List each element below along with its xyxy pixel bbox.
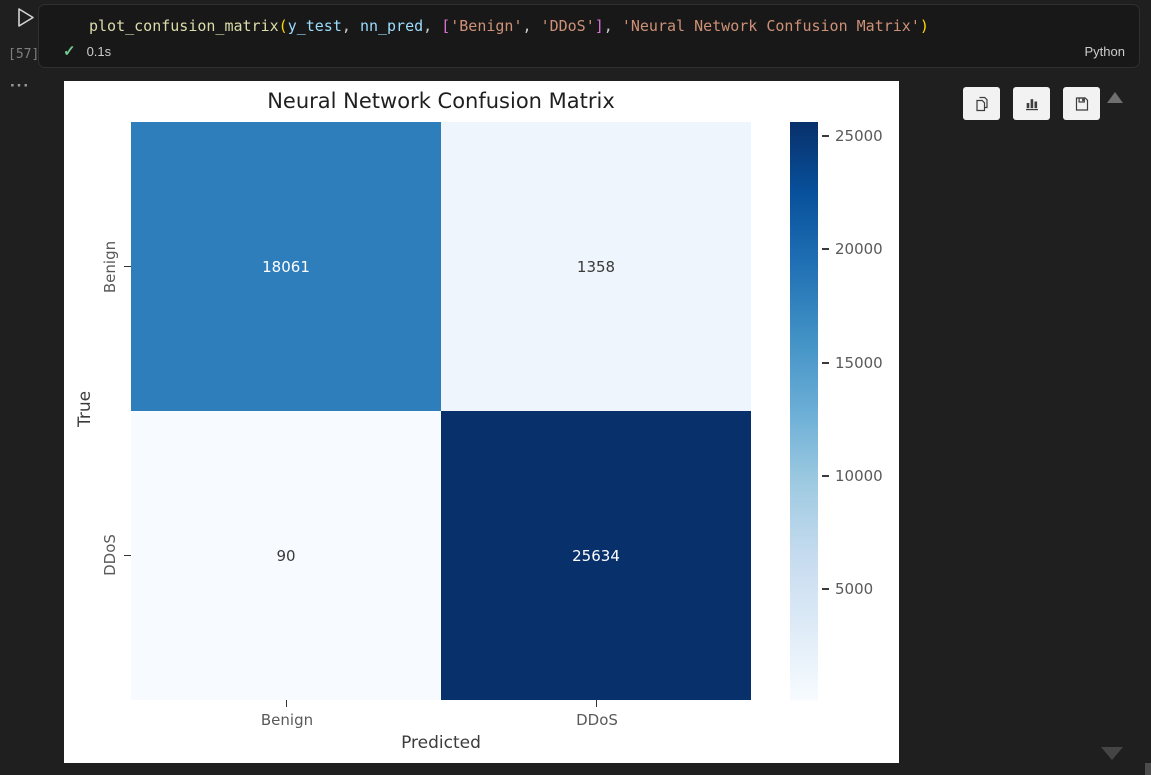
code-token: , xyxy=(423,17,442,35)
colorbar-tick-label: 25000 xyxy=(835,127,883,146)
code-token: ] xyxy=(594,17,604,35)
colorbar-tick-label: 5000 xyxy=(835,579,874,598)
x-tick-mark xyxy=(596,700,597,707)
heatmap-cell-1-0: 90 xyxy=(131,411,441,700)
code-token: ( xyxy=(278,17,288,35)
code-token: plot_confusion_matrix xyxy=(89,17,279,35)
language-label[interactable]: Python xyxy=(1084,43,1125,59)
ytick-benign: Benign xyxy=(101,240,119,294)
y-tick-mark xyxy=(124,555,131,556)
code-token: 'DDoS' xyxy=(540,17,595,35)
code-token: nn_pred xyxy=(359,17,424,35)
y-tick-mark xyxy=(124,266,131,267)
save-output-button[interactable] xyxy=(1063,87,1100,120)
cell-value: 90 xyxy=(276,546,296,565)
cell-status-bar: ✓ 0.1s Python xyxy=(63,40,1125,62)
code-token: , xyxy=(522,17,541,35)
code-token: y_test xyxy=(287,17,342,35)
bar-chart-icon xyxy=(1025,98,1038,110)
y-axis-label: True xyxy=(75,390,95,428)
heatmap-cell-0-1: 1358 xyxy=(441,122,751,411)
cell-value: 25634 xyxy=(572,546,620,565)
copy-output-button[interactable] xyxy=(963,87,1000,120)
colorbar-tick-label: 15000 xyxy=(835,353,883,372)
cell-value: 1358 xyxy=(576,257,616,276)
xtick-ddos: DDoS xyxy=(576,711,618,729)
heatmap-cell-0-0: 18061 xyxy=(131,122,441,411)
code-token: [ xyxy=(441,17,451,35)
x-tick-mark xyxy=(286,700,287,707)
colorbar xyxy=(790,122,818,700)
colorbar-tick-mark xyxy=(822,587,829,590)
code-token: , xyxy=(603,17,622,35)
more-actions-button[interactable]: ··· xyxy=(10,76,30,95)
colorbar-tick-mark xyxy=(822,248,829,251)
code-line[interactable]: plot_confusion_matrix(y_test, nn_pred, [… xyxy=(89,15,929,37)
colorbar-tick-mark xyxy=(822,474,829,477)
code-token: ) xyxy=(919,17,929,35)
execution-count: [57] xyxy=(8,47,40,62)
output-toolbar xyxy=(963,87,1113,120)
cell-value: 18061 xyxy=(262,257,310,276)
plot-output: Neural Network Confusion Matrix 18061 13… xyxy=(64,81,899,763)
scrollbar-thumb[interactable] xyxy=(1145,763,1151,775)
ytick-ddos: DDoS xyxy=(101,534,119,576)
plot-title: Neural Network Confusion Matrix xyxy=(267,89,615,113)
colorbar-tick-mark xyxy=(822,361,829,364)
xtick-benign: Benign xyxy=(260,711,314,729)
colorbar-tick-mark xyxy=(822,135,829,138)
open-chart-viewer-button[interactable] xyxy=(1013,87,1050,120)
execution-time: 0.1s xyxy=(86,43,112,59)
success-check-icon: ✓ xyxy=(63,43,76,60)
save-icon xyxy=(1075,96,1088,111)
heatmap-cell-1-1: 25634 xyxy=(441,411,751,700)
code-token: 'Neural Network Confusion Matrix' xyxy=(621,17,920,35)
colorbar-tick-label: 10000 xyxy=(835,466,883,485)
code-token: , xyxy=(341,17,360,35)
code-cell: plot_confusion_matrix(y_test, nn_pred, [… xyxy=(38,4,1140,68)
play-icon xyxy=(18,8,34,27)
code-token: 'Benign' xyxy=(450,17,523,35)
scroll-down-arrow-icon[interactable] xyxy=(1101,747,1123,760)
colorbar-ticks: 25000 20000 15000 10000 5000 xyxy=(822,122,912,700)
scroll-up-arrow-icon[interactable] xyxy=(1107,92,1123,103)
x-axis-label: Predicted xyxy=(401,733,481,753)
colorbar-tick-label: 20000 xyxy=(835,240,883,259)
copy-icon xyxy=(975,96,988,111)
